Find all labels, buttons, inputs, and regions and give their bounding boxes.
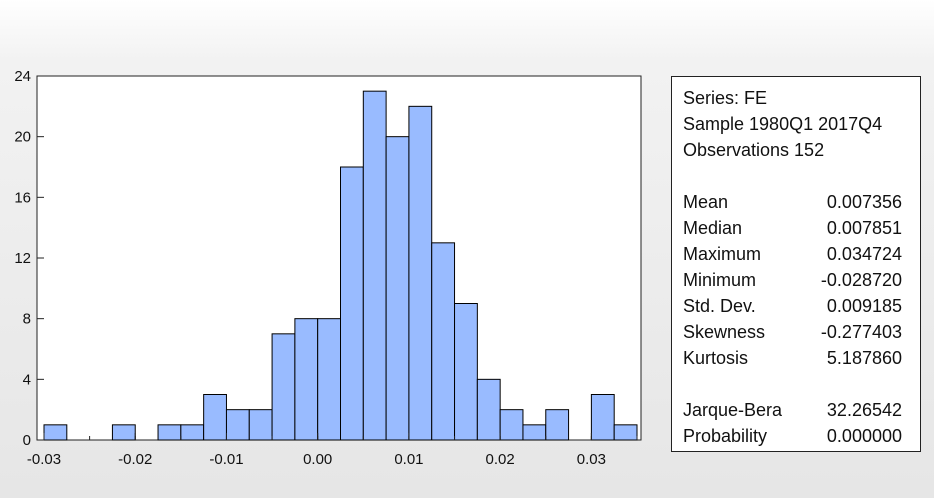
histogram-bar (43, 424, 68, 441)
stat-label: Std. Dev. (683, 296, 756, 316)
stat-row: Kurtosis 5.187860 (683, 345, 902, 371)
series-name: Series: FE (683, 88, 768, 108)
stat-value: 0.007356 (826, 192, 902, 212)
x-tick-label: 0.00 (303, 451, 332, 468)
sample-range: Sample 1980Q1 2017Q4 (683, 114, 883, 134)
histogram-bar (545, 409, 570, 441)
histogram-bar (522, 424, 547, 441)
histogram-bar (294, 318, 319, 441)
x-tick-label: -0.02 (118, 451, 152, 468)
stat-row: Median 0.007851 (683, 215, 902, 241)
y-tick-label: 16 (14, 189, 31, 206)
y-axis: 0 4 8 12 16 20 24 (14, 68, 44, 449)
histogram-bar (180, 424, 205, 441)
histogram-bar (385, 136, 410, 441)
histogram-bar (271, 333, 296, 441)
test-value: 0.000000 (826, 426, 902, 446)
stat-label: Kurtosis (683, 348, 749, 368)
y-tick-label: 20 (14, 129, 31, 146)
histogram-bar (499, 409, 524, 441)
x-tick-label: -0.03 (27, 451, 61, 468)
histogram-bar (362, 90, 387, 441)
spacer (683, 163, 902, 189)
histogram-bar (225, 409, 250, 441)
histogram-bar (408, 105, 433, 441)
x-tick-label: 0.03 (577, 451, 606, 468)
stat-value: 5.187860 (826, 348, 902, 368)
test-row: Probability 0.000000 (683, 423, 902, 449)
test-label: Jarque-Bera (683, 400, 783, 420)
stat-label: Maximum (683, 244, 762, 264)
stat-value: -0.277403 (820, 322, 902, 342)
y-tick-label: 12 (14, 250, 31, 267)
histogram-bar (340, 166, 364, 441)
x-axis: -0.03 -0.02 -0.01 0.00 0.01 0.02 0.03 (27, 433, 638, 468)
y-tick-label: 0 (23, 432, 31, 449)
stat-value: 0.007851 (826, 218, 902, 238)
spacer (683, 371, 902, 397)
stat-row: Mean 0.007356 (683, 189, 902, 215)
y-tick-label: 8 (23, 311, 31, 328)
histogram-bar (111, 424, 136, 441)
stat-label: Median (683, 218, 743, 238)
histogram-bar (613, 424, 638, 441)
histogram-bar (203, 394, 227, 441)
y-tick-label: 24 (14, 68, 31, 85)
stat-label: Mean (683, 192, 729, 212)
test-row: Jarque-Bera 32.26542 (683, 397, 902, 423)
bars-group (43, 90, 638, 441)
stat-row: Minimum -0.028720 (683, 267, 902, 293)
histogram-bar (476, 378, 501, 441)
test-label: Probability (683, 426, 768, 446)
stat-label: Skewness (683, 322, 766, 342)
stat-row: Skewness -0.277403 (683, 319, 902, 345)
test-value: 32.26542 (826, 400, 902, 420)
histogram-chart: 0 4 8 12 16 20 24 -0.03 -0.02 -0.01 0.00 0.01 0.02 0… (14, 68, 642, 468)
y-tick-label: 4 (23, 371, 31, 388)
x-tick-label: 0.02 (486, 451, 515, 468)
x-tick-label: -0.01 (209, 451, 243, 468)
histogram-bar (590, 394, 615, 441)
histogram-bar (454, 303, 478, 441)
stat-value: -0.028720 (820, 270, 902, 290)
statistics-panel: Series: FE Sample 1980Q1 2017Q4 Observat… (671, 76, 921, 452)
stat-value: 0.034724 (826, 244, 902, 264)
stat-row: Maximum 0.034724 (683, 241, 902, 267)
stat-label: Minimum (683, 270, 757, 290)
observations-count: Observations 152 (683, 140, 825, 160)
histogram-bar (317, 318, 342, 441)
stat-row: Std. Dev. 0.009185 (683, 293, 902, 319)
x-tick-label: 0.01 (394, 451, 423, 468)
histogram-bar (431, 242, 456, 441)
stat-value: 0.009185 (826, 296, 902, 316)
histogram-bar (248, 409, 273, 441)
histogram-bar (157, 424, 182, 441)
